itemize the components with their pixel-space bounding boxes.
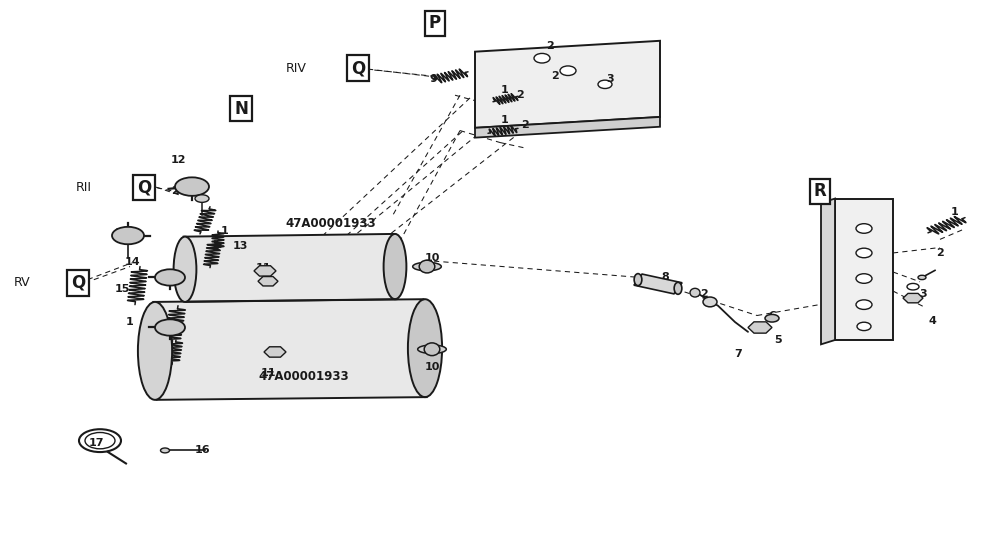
Text: 16: 16 <box>194 446 210 455</box>
Ellipse shape <box>560 66 576 76</box>
Text: 1: 1 <box>126 317 134 327</box>
Text: 2: 2 <box>936 248 944 258</box>
Text: P: P <box>429 14 441 33</box>
Ellipse shape <box>418 345 446 354</box>
Ellipse shape <box>703 297 717 307</box>
Text: 17: 17 <box>88 438 104 448</box>
Ellipse shape <box>155 269 185 286</box>
Text: 8: 8 <box>661 273 669 282</box>
Ellipse shape <box>856 224 872 233</box>
Polygon shape <box>184 234 396 302</box>
Text: 2: 2 <box>144 341 152 350</box>
Text: R: R <box>814 182 826 201</box>
Text: 11: 11 <box>260 368 276 378</box>
Text: 1: 1 <box>501 85 509 95</box>
Text: 1: 1 <box>221 226 229 236</box>
Text: 2: 2 <box>171 187 179 196</box>
Text: 2: 2 <box>521 120 529 130</box>
Ellipse shape <box>918 275 926 280</box>
Ellipse shape <box>598 80 612 89</box>
Text: 18: 18 <box>114 228 130 238</box>
Ellipse shape <box>634 274 642 286</box>
Text: 6: 6 <box>768 311 776 320</box>
Text: 5: 5 <box>774 335 782 345</box>
Text: Q: Q <box>71 274 85 292</box>
Text: 15: 15 <box>114 285 130 294</box>
Text: 10: 10 <box>424 254 440 263</box>
Text: 10: 10 <box>160 271 176 281</box>
Text: 2: 2 <box>700 289 708 299</box>
Ellipse shape <box>856 274 872 283</box>
Text: 9: 9 <box>429 74 437 84</box>
Ellipse shape <box>765 314 779 322</box>
Ellipse shape <box>175 177 209 196</box>
Ellipse shape <box>674 282 682 294</box>
Text: 2: 2 <box>551 71 559 81</box>
Text: Q: Q <box>351 59 365 77</box>
Ellipse shape <box>160 448 170 453</box>
Text: 2: 2 <box>546 41 554 51</box>
Text: 2: 2 <box>516 90 524 100</box>
Ellipse shape <box>907 283 919 290</box>
Polygon shape <box>821 199 835 344</box>
Text: Q: Q <box>137 178 151 197</box>
Text: RII: RII <box>76 181 92 194</box>
Polygon shape <box>153 299 427 400</box>
Text: 1: 1 <box>951 207 959 217</box>
Ellipse shape <box>112 227 144 244</box>
Text: 47A00001933: 47A00001933 <box>285 217 376 230</box>
Ellipse shape <box>419 260 435 273</box>
Text: 3: 3 <box>919 289 927 299</box>
Text: 13: 13 <box>232 241 248 251</box>
Text: 1: 1 <box>501 115 509 125</box>
Text: N: N <box>234 100 248 118</box>
Ellipse shape <box>424 343 440 356</box>
Text: 14: 14 <box>124 257 140 267</box>
Ellipse shape <box>195 195 209 202</box>
Ellipse shape <box>857 322 871 331</box>
Ellipse shape <box>155 319 185 336</box>
Text: RV: RV <box>13 276 30 289</box>
Text: 12: 12 <box>170 156 186 165</box>
Text: 3: 3 <box>606 74 614 84</box>
Ellipse shape <box>856 300 872 310</box>
Ellipse shape <box>408 299 442 397</box>
Text: 11: 11 <box>255 263 271 273</box>
Text: 47A00001933: 47A00001933 <box>258 370 349 383</box>
Text: RIV: RIV <box>286 61 307 75</box>
Ellipse shape <box>856 248 872 258</box>
Polygon shape <box>475 117 660 138</box>
Ellipse shape <box>384 234 406 299</box>
Ellipse shape <box>690 288 700 297</box>
Polygon shape <box>475 41 660 128</box>
Text: 10: 10 <box>424 362 440 372</box>
Text: 4: 4 <box>928 316 936 326</box>
Ellipse shape <box>138 302 172 400</box>
Ellipse shape <box>174 237 196 302</box>
Ellipse shape <box>413 262 441 271</box>
Ellipse shape <box>534 53 550 63</box>
Text: 7: 7 <box>734 349 742 358</box>
Polygon shape <box>835 199 893 340</box>
Polygon shape <box>634 274 682 294</box>
